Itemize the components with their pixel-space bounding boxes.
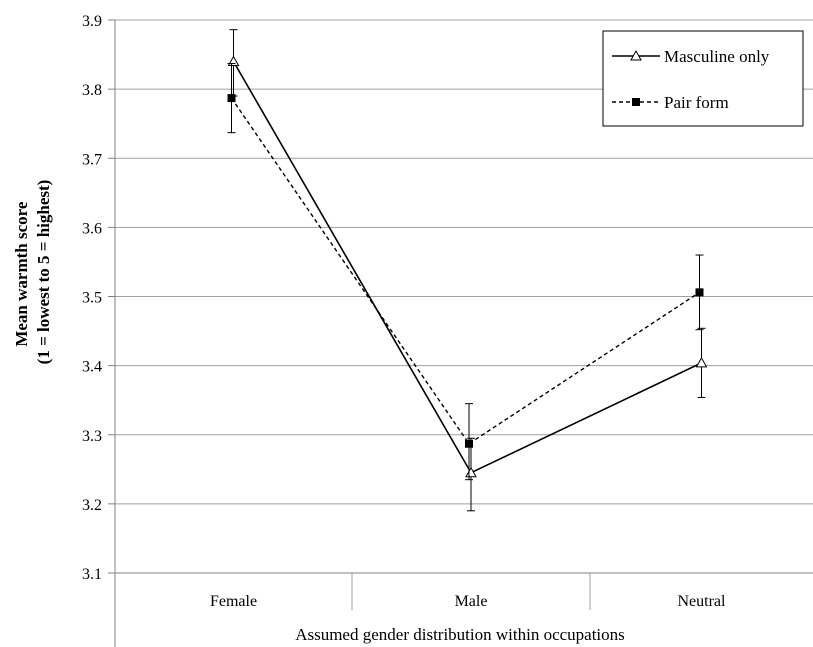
y-tick-label-3.9: 3.9 [82,13,102,30]
legend-box [602,30,804,127]
y-tick-label-3.6: 3.6 [82,220,102,237]
x-category-label-female: Female [210,593,257,610]
data-point-female [227,55,240,66]
x-axis-title: Assumed gender distribution within occup… [295,625,625,644]
y-tick-label-3.4: 3.4 [82,359,102,376]
series [227,29,708,512]
axes [108,19,813,647]
series-pair-form [227,63,704,481]
series-line [230,97,700,445]
data-point-female [227,94,236,103]
data-point-neutral [695,288,704,297]
data-point-male [465,439,473,448]
y-tick-label-3.1: 3.1 [82,566,102,583]
y-tick-labels: 3.1 3.2 3.3 3.4 3.5 3.6 3.7 3.8 3.9 [82,13,102,583]
legend: Masculine only Pair form [602,30,804,127]
y-axis-title: Mean warmth score (1 = lowest to 5 = hig… [12,180,53,365]
x-category-labels: Female Male Neutral [210,593,726,610]
x-category-label-male: Male [455,593,488,610]
y-tick-label-3.8: 3.8 [82,82,102,99]
legend-label: Pair form [664,93,729,112]
legend-marker [630,49,642,61]
data-point-neutral [695,356,708,368]
y-tick-label-3.5: 3.5 [82,290,102,307]
x-category-label-neutral: Neutral [678,593,727,610]
legend-item-masculine-only: Masculine only [612,47,770,66]
legend-item-pair-form: Pair form [612,93,729,112]
data-point-male [465,466,477,478]
legend-marker [632,98,640,106]
y-axis-title-line-1: Mean warmth score [12,201,31,347]
y-tick-label-3.2: 3.2 [82,497,102,514]
y-axis-title-line-2: (1 = lowest to 5 = highest) [34,180,53,365]
legend-label: Masculine only [664,47,770,66]
y-tick-label-3.3: 3.3 [82,428,102,445]
y-tick-label-3.7: 3.7 [82,151,102,168]
